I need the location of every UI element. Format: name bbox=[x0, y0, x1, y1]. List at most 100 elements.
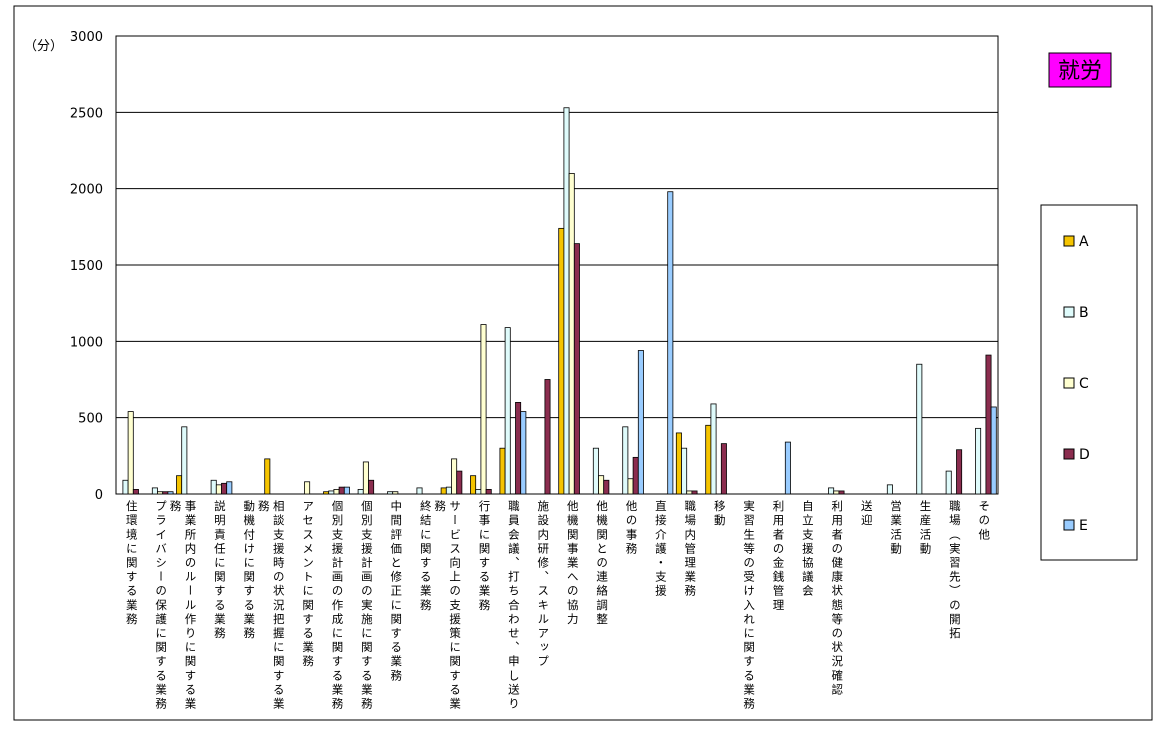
x-tick-label: 実習生等の受け入れに関する業務 bbox=[742, 500, 757, 712]
bar bbox=[720, 443, 727, 495]
bar bbox=[499, 447, 506, 495]
bar bbox=[558, 227, 565, 495]
bar bbox=[480, 324, 487, 495]
x-tick-label: 営業活動 bbox=[889, 500, 904, 557]
x-tick-label: プライバシーの保護に関する業務 bbox=[154, 500, 169, 712]
legend-swatch bbox=[1063, 377, 1075, 389]
bar bbox=[451, 458, 458, 495]
bar bbox=[445, 486, 452, 495]
bar bbox=[475, 489, 482, 495]
x-tick-label: 中間評価と修正に関する業務 bbox=[389, 500, 404, 684]
x-tick-label: 相談支援時の状況把握に関する業務 bbox=[256, 500, 286, 712]
bar bbox=[603, 479, 610, 495]
x-tick-label: 施設内研修、スキルアップ bbox=[536, 500, 551, 670]
bar bbox=[886, 484, 893, 495]
bar bbox=[357, 489, 364, 495]
bar bbox=[592, 447, 599, 495]
bar bbox=[598, 475, 605, 495]
bar bbox=[975, 427, 982, 495]
bar bbox=[916, 363, 923, 495]
legend-label: B bbox=[1079, 305, 1089, 321]
bar bbox=[132, 489, 139, 495]
y-tick-label: 0 bbox=[95, 488, 103, 503]
x-tick-label: 職場（実習先）の開拓 bbox=[947, 500, 962, 641]
bar bbox=[157, 491, 164, 495]
legend-box bbox=[1040, 204, 1138, 561]
bar bbox=[343, 486, 350, 495]
legend-label: A bbox=[1079, 234, 1089, 250]
legend-label: D bbox=[1079, 447, 1090, 463]
bar bbox=[675, 432, 682, 495]
bar bbox=[627, 478, 634, 495]
x-tick-label: 住環境に関する業務 bbox=[124, 500, 139, 627]
bar bbox=[990, 406, 997, 495]
y-tick-label: 1000 bbox=[70, 335, 103, 350]
bar bbox=[181, 426, 188, 495]
bar bbox=[221, 482, 228, 495]
x-tick-label: 動機付けに関する業務 bbox=[242, 500, 257, 641]
bar bbox=[470, 475, 477, 495]
bar bbox=[515, 401, 522, 495]
x-tick-label: 個別支援計画の作成に関する業務 bbox=[330, 500, 345, 712]
bar bbox=[456, 470, 463, 495]
bar bbox=[632, 456, 639, 495]
bar bbox=[226, 481, 233, 495]
x-tick-label: 個別支援計画の実施に関する業務 bbox=[359, 500, 374, 712]
bar bbox=[387, 491, 394, 495]
legend-swatch bbox=[1063, 519, 1075, 531]
bar bbox=[520, 411, 527, 495]
bar bbox=[705, 424, 712, 495]
y-tick-label: 2000 bbox=[70, 183, 103, 198]
bar bbox=[686, 490, 693, 495]
bar bbox=[264, 458, 271, 495]
legend-swatch bbox=[1063, 306, 1075, 318]
x-tick-label: 事業所内のルール作りに関する業務 bbox=[168, 500, 198, 712]
bar bbox=[304, 481, 311, 495]
legend-label: C bbox=[1079, 376, 1089, 392]
bar bbox=[167, 491, 174, 495]
y-axis-label: （分） bbox=[24, 39, 63, 54]
x-tick-label: 行事に関する業務 bbox=[477, 500, 492, 613]
bar bbox=[392, 491, 399, 495]
bar bbox=[568, 172, 575, 495]
bar bbox=[838, 490, 845, 495]
y-tick-label: 500 bbox=[78, 412, 103, 427]
bar bbox=[833, 490, 840, 495]
bar bbox=[544, 379, 551, 495]
x-tick-label: 送迎 bbox=[859, 500, 874, 529]
bar bbox=[338, 486, 345, 495]
bar bbox=[828, 487, 835, 495]
bar bbox=[681, 447, 688, 495]
chart-title: 就労 bbox=[1058, 59, 1102, 84]
bar bbox=[504, 327, 511, 495]
x-tick-label: 他機関との連絡調整 bbox=[595, 500, 610, 627]
bar bbox=[333, 489, 340, 495]
legend-swatch bbox=[1063, 235, 1075, 247]
x-tick-label: 移動 bbox=[712, 500, 727, 529]
x-tick-label: アセスメントに関する業務 bbox=[301, 500, 316, 670]
x-tick-label: 終結に関する業務 bbox=[418, 500, 433, 613]
bar bbox=[362, 461, 369, 495]
bar bbox=[985, 354, 992, 495]
bar bbox=[162, 491, 169, 495]
bar bbox=[956, 449, 963, 495]
bar bbox=[176, 475, 183, 495]
bar bbox=[210, 479, 217, 495]
x-tick-label: 生産活動 bbox=[918, 500, 933, 557]
legend-label: E bbox=[1079, 518, 1088, 534]
bar bbox=[416, 487, 423, 495]
bar bbox=[691, 490, 698, 495]
x-tick-label: 自立支援協議会 bbox=[800, 500, 815, 599]
x-tick-label: 利用者の金銭管理 bbox=[771, 500, 786, 613]
x-tick-label: 他の事務 bbox=[624, 500, 639, 557]
x-tick-label: サービス向上の支援策に関する業務 bbox=[433, 500, 463, 712]
x-tick-label: 直接介護・支援 bbox=[653, 500, 668, 599]
bar bbox=[151, 487, 158, 495]
x-tick-label: 職場内管理業務 bbox=[683, 500, 698, 599]
y-tick-label: 3000 bbox=[70, 30, 103, 45]
bar bbox=[563, 107, 570, 495]
bar bbox=[622, 426, 629, 495]
x-tick-label: 職員会議、打ち合わせ、申し送り bbox=[506, 500, 521, 712]
bar bbox=[368, 479, 375, 495]
